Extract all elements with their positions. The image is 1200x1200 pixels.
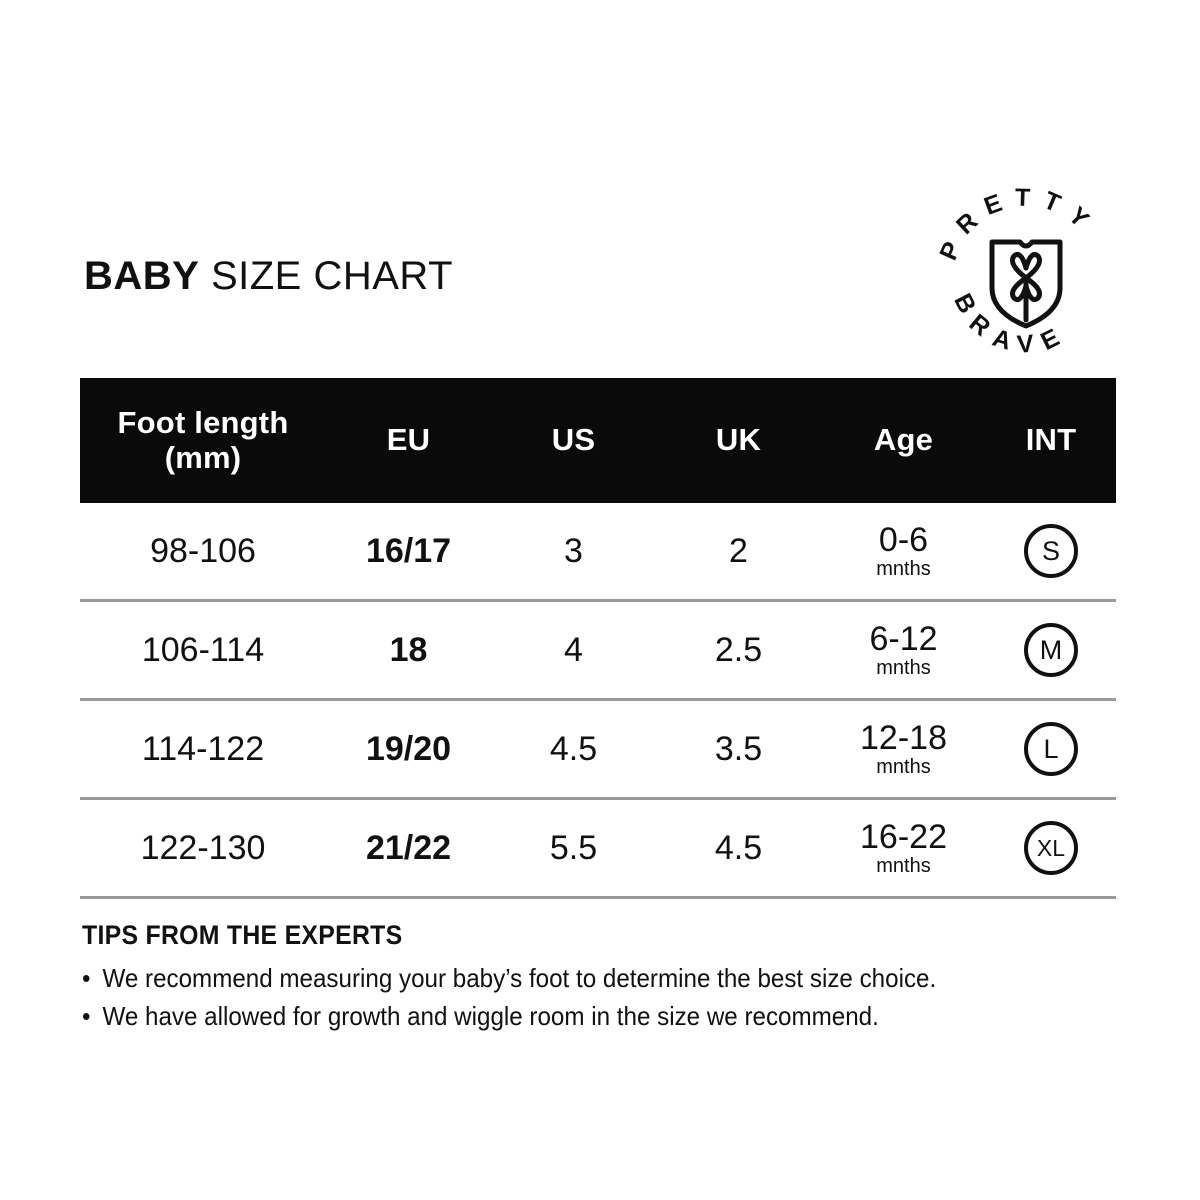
cell-age: 6-12 mnths xyxy=(821,622,986,678)
tip-item: • We recommend measuring your baby’s foo… xyxy=(82,961,1049,995)
tip-item-text: We recommend measuring your baby’s foot … xyxy=(102,963,937,993)
column-header-eu: EU xyxy=(386,422,431,458)
cell-uk: 3.5 xyxy=(714,730,763,768)
cell-age-unit: mnths xyxy=(876,657,931,679)
column-header-foot-length-line2: (mm) xyxy=(164,439,242,475)
cell-int: L xyxy=(986,722,1116,776)
cell-us: 3 xyxy=(564,532,583,570)
tips-heading: TIPS FROM THE EXPERTS xyxy=(82,920,403,950)
page-title: BABY SIZE CHART xyxy=(84,256,453,296)
cell-uk: 2 xyxy=(729,532,748,570)
cell-foot-length: 98-106 xyxy=(150,532,256,570)
cell-uk: 4.5 xyxy=(714,829,763,867)
cell-eu: 19/20 xyxy=(365,730,452,768)
cell-us: 4 xyxy=(564,631,583,669)
cell-age-range: 0-6 xyxy=(878,521,929,559)
column-header-foot-length: Foot length (mm) xyxy=(80,404,326,475)
column-header-foot-length-line1: Foot length xyxy=(117,404,289,440)
table-row: 98-106 16/17 3 2 0-6 mnths S xyxy=(80,503,1116,602)
table-row: 106-114 18 4 2.5 6-12 mnths M xyxy=(80,602,1116,701)
int-size-badge: S xyxy=(1024,524,1078,578)
pretty-brave-logo: PRETTY BRAVE xyxy=(928,180,1124,376)
int-size-badge: L xyxy=(1024,722,1078,776)
cell-eu: 18 xyxy=(389,631,428,669)
column-header-age: Age xyxy=(873,422,934,458)
cell-us: 4.5 xyxy=(549,730,598,768)
cell-foot-length: 122-130 xyxy=(140,829,266,867)
bullet-icon: • xyxy=(82,963,91,993)
cell-age-unit: mnths xyxy=(876,558,931,580)
cell-uk: 2.5 xyxy=(714,631,763,669)
size-chart-table: Foot length (mm) EU US UK Age INT 98-106… xyxy=(80,378,1116,899)
tips-section: TIPS FROM THE EXPERTS • We recommend mea… xyxy=(82,920,1122,1038)
cell-age: 16-22 mnths xyxy=(821,820,986,876)
table-row: 122-130 21/22 5.5 4.5 16-22 mnths XL xyxy=(80,800,1116,899)
cell-age-unit: mnths xyxy=(876,756,931,778)
cell-int: XL xyxy=(986,821,1116,875)
cell-age-range: 12-18 xyxy=(860,719,947,757)
tip-item-text: We have allowed for growth and wiggle ro… xyxy=(102,1001,879,1032)
cell-age-range: 16-22 xyxy=(860,818,947,856)
column-header-us: US xyxy=(551,422,596,458)
tip-item: • We have allowed for growth and wiggle … xyxy=(82,999,1049,1033)
cell-eu: 16/17 xyxy=(365,532,452,570)
cell-age: 0-6 mnths xyxy=(821,523,986,579)
cell-int: M xyxy=(986,623,1116,677)
cell-age-range: 6-12 xyxy=(869,620,938,658)
bullet-icon: • xyxy=(82,1001,91,1032)
cell-us: 5.5 xyxy=(549,829,598,867)
cell-foot-length: 106-114 xyxy=(141,631,265,669)
table-header-row: Foot length (mm) EU US UK Age INT xyxy=(80,378,1116,503)
page-title-strong: BABY xyxy=(84,254,200,298)
page-title-light: SIZE CHART xyxy=(199,254,454,298)
column-header-uk: UK xyxy=(715,422,762,458)
int-size-badge: XL xyxy=(1024,821,1078,875)
cell-age-unit: mnths xyxy=(876,855,931,877)
cell-int: S xyxy=(986,524,1116,578)
cell-eu: 21/22 xyxy=(365,829,452,867)
column-header-int: INT xyxy=(1025,422,1077,458)
cell-foot-length: 114-122 xyxy=(141,730,265,768)
int-size-badge: M xyxy=(1024,623,1078,677)
cell-age: 12-18 mnths xyxy=(821,721,986,777)
table-row: 114-122 19/20 4.5 3.5 12-18 mnths L xyxy=(80,701,1116,800)
